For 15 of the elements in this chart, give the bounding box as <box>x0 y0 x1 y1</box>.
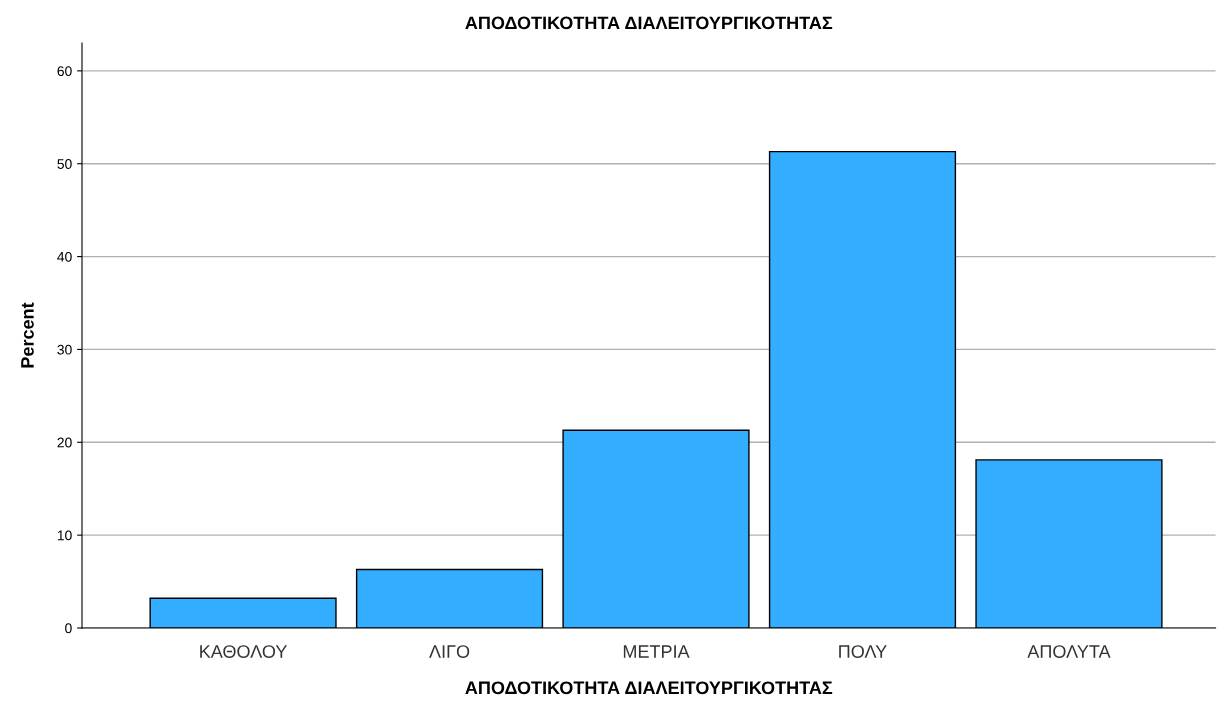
chart-title: ΑΠΟΔΟΤΙΚΟΤΗΤΑ ΔΙΑΛΕΙΤΟΥΡΓΙΚΟΤΗΤΑΣ <box>465 16 833 30</box>
y-tick-label: 0 <box>65 623 72 634</box>
x-tick-label: ΜΕΤΡΙΑ <box>623 645 690 658</box>
y-tick-label: 60 <box>57 66 72 77</box>
y-tick-label: 30 <box>57 344 72 355</box>
x-tick-label: ΠΟΛΥ <box>839 645 887 658</box>
y-tick-label: 20 <box>57 437 72 448</box>
y-tick-label: 50 <box>57 159 72 169</box>
y-tick-label: 40 <box>57 251 72 262</box>
x-axis-title: ΑΠΟΔΟΤΙΚΟΤΗΤΑ ΔΙΑΛΕΙΤΟΥΡΓΙΚΟΤΗΤΑΣ <box>465 681 833 695</box>
x-tick-label: ΚΑΘΟΛΟΥ <box>200 645 287 658</box>
y-tick-label: 10 <box>57 530 72 541</box>
x-tick-label: ΛΙΓΟ <box>429 645 470 658</box>
x-tick-label: ΑΠΟΛΥΤΑ <box>1027 645 1111 658</box>
y-axis-title: Percent <box>21 302 34 368</box>
